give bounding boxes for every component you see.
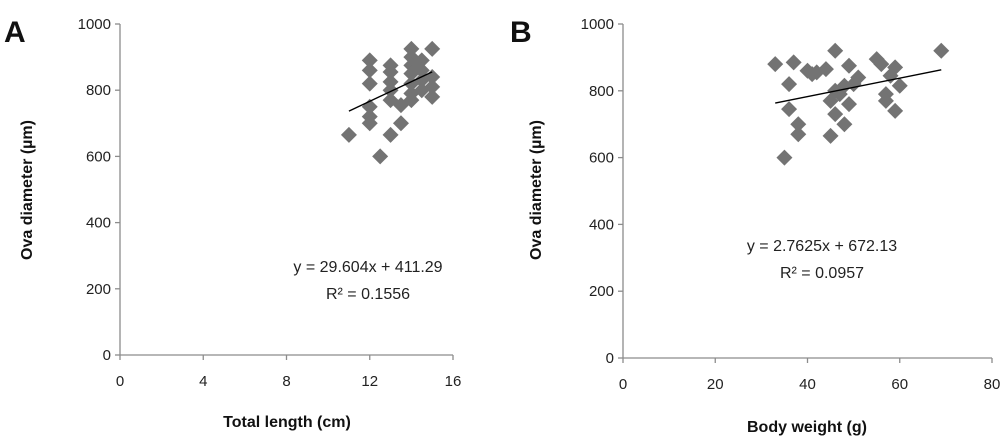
- data-point: [424, 68, 441, 85]
- trend-line: [775, 69, 942, 104]
- data-point: [873, 56, 890, 73]
- data-point: [382, 126, 399, 143]
- data-point: [891, 77, 908, 94]
- y-axis-title: Ova diameter (µm): [19, 120, 36, 260]
- r-squared-label: R² = 0.1556: [326, 286, 410, 303]
- data-point: [424, 88, 441, 105]
- panel-letter: B: [510, 16, 532, 49]
- data-point: [382, 73, 399, 90]
- data-point: [403, 40, 420, 57]
- data-point: [887, 102, 904, 119]
- r-squared-label: R² = 0.0957: [780, 265, 864, 282]
- y-tick-label: 1000: [581, 16, 614, 33]
- data-point: [776, 149, 793, 166]
- y-tick-label: 600: [589, 150, 614, 167]
- data-point: [790, 116, 807, 133]
- y-tick-label: 400: [589, 216, 614, 233]
- x-tick-label: 80: [984, 376, 1001, 393]
- data-point: [424, 78, 441, 95]
- data-point: [382, 82, 399, 99]
- y-tick-label: 0: [606, 350, 614, 367]
- data-point: [841, 96, 858, 113]
- data-point: [767, 56, 784, 73]
- trend-line: [348, 71, 433, 112]
- x-axis-title: Total length (cm): [223, 414, 351, 431]
- x-tick-label: 0: [619, 376, 627, 393]
- y-tick-label: 400: [86, 215, 111, 232]
- panel-a: A 0 200 400 600 800 1000 0 4 8 12 16 Total length (c…: [4, 16, 461, 431]
- y-tick-label: 200: [589, 283, 614, 300]
- data-point: [403, 92, 420, 109]
- data-point: [827, 42, 844, 59]
- data-point: [887, 59, 904, 76]
- data-point: [361, 75, 378, 92]
- data-point: [424, 40, 441, 57]
- data-point: [785, 54, 802, 71]
- data-point: [361, 62, 378, 79]
- y-tick-label: 1000: [78, 16, 111, 33]
- x-tick-label: 0: [116, 373, 124, 390]
- data-points: [340, 40, 441, 165]
- x-tick-label: 8: [282, 373, 290, 390]
- y-tick-label: 800: [589, 83, 614, 100]
- y-axis-title: Ova diameter (µm): [528, 120, 545, 260]
- data-point: [361, 115, 378, 132]
- data-point: [781, 101, 798, 118]
- data-point: [933, 42, 950, 59]
- data-point: [817, 61, 834, 78]
- x-tick-label: 12: [361, 373, 378, 390]
- y-tick-label: 800: [86, 82, 111, 99]
- data-point: [361, 52, 378, 69]
- data-point: [877, 92, 894, 109]
- regression-equation: y = 2.7625x + 672.13: [747, 238, 897, 255]
- panel-b: B 0 200 400 600 800 1000 0 20 40 60 80 Body weight (…: [510, 16, 1000, 436]
- data-point: [822, 127, 839, 144]
- data-point: [781, 76, 798, 93]
- panel-letter: A: [4, 16, 26, 49]
- data-points: [767, 42, 950, 166]
- x-tick-label: 16: [445, 373, 462, 390]
- data-point: [790, 126, 807, 143]
- data-point: [850, 69, 867, 86]
- y-tick-label: 0: [103, 347, 111, 364]
- data-point: [413, 52, 430, 69]
- x-tick-label: 20: [707, 376, 724, 393]
- data-point: [392, 115, 409, 132]
- x-axis-title: Body weight (g): [747, 419, 867, 436]
- x-tick-label: 4: [199, 373, 207, 390]
- data-point: [382, 63, 399, 80]
- data-point: [827, 106, 844, 123]
- data-point: [836, 116, 853, 133]
- data-point: [340, 126, 357, 143]
- x-tick-label: 60: [891, 376, 908, 393]
- regression-equation: y = 29.604x + 411.29: [293, 259, 442, 276]
- y-tick-label: 600: [86, 148, 111, 165]
- y-tick-label: 200: [86, 281, 111, 298]
- data-point: [841, 57, 858, 74]
- data-point: [372, 148, 389, 165]
- x-tick-label: 40: [799, 376, 816, 393]
